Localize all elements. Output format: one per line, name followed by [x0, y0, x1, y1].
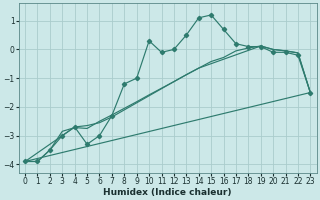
X-axis label: Humidex (Indice chaleur): Humidex (Indice chaleur)	[103, 188, 232, 197]
